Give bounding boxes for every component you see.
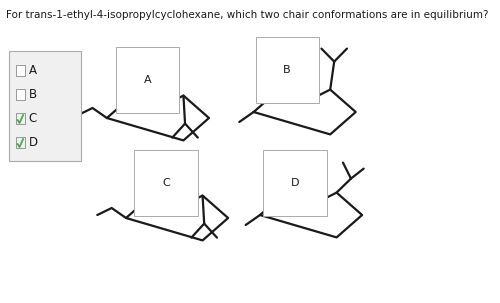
FancyBboxPatch shape xyxy=(16,113,25,124)
Text: D: D xyxy=(291,178,300,188)
Text: D: D xyxy=(28,136,38,149)
Text: A: A xyxy=(144,75,152,85)
Text: C: C xyxy=(28,112,37,125)
FancyBboxPatch shape xyxy=(9,51,81,161)
Text: B: B xyxy=(284,65,291,75)
Text: For trans-1-ethyl-4-isopropylcyclohexane, which two chair conformations are in e: For trans-1-ethyl-4-isopropylcyclohexane… xyxy=(6,10,489,20)
Text: A: A xyxy=(28,64,36,77)
Text: B: B xyxy=(28,88,37,101)
Text: C: C xyxy=(162,178,170,188)
FancyBboxPatch shape xyxy=(16,89,25,100)
FancyBboxPatch shape xyxy=(16,65,25,76)
FancyBboxPatch shape xyxy=(16,137,25,148)
